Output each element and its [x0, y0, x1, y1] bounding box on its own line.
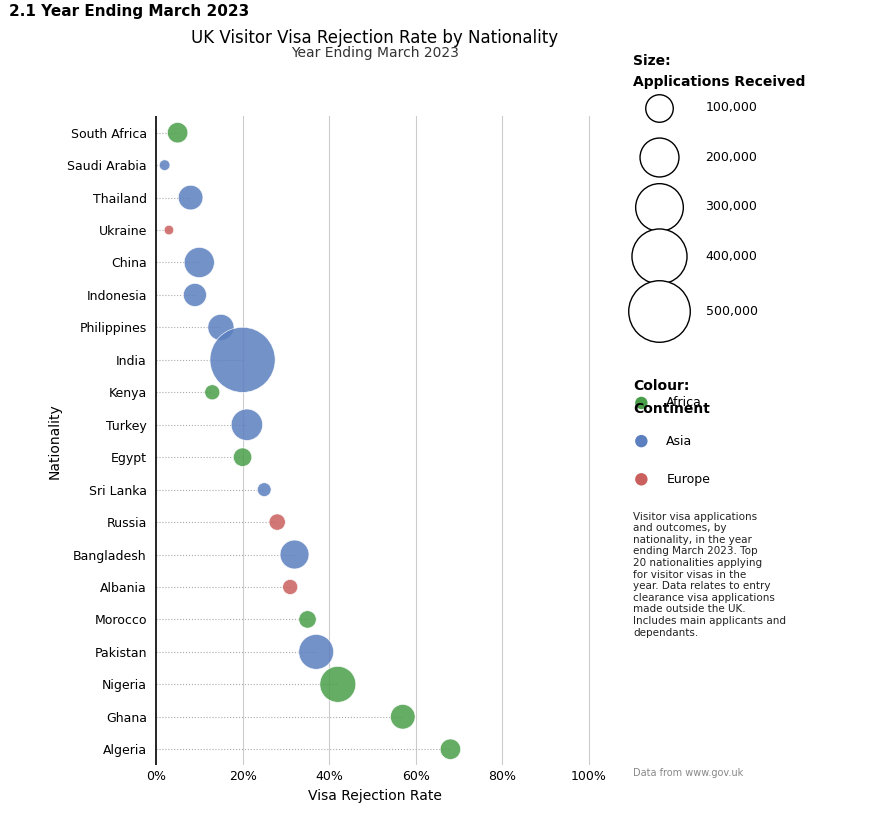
Point: [170, 126, 185, 139]
Point: [634, 396, 648, 409]
Point: [652, 102, 666, 115]
Point: [309, 646, 323, 659]
Text: Asia: Asia: [666, 434, 692, 448]
Point: [158, 158, 172, 171]
Point: [396, 710, 410, 723]
Point: [214, 320, 228, 334]
Point: [192, 255, 206, 269]
Point: [301, 612, 315, 626]
Text: 2.1 Year Ending March 2023: 2.1 Year Ending March 2023: [9, 4, 249, 19]
Text: Size:: Size:: [633, 54, 671, 68]
Text: Colour:: Colour:: [633, 379, 690, 393]
Point: [287, 547, 301, 561]
Point: [188, 288, 202, 301]
Point: [652, 200, 666, 213]
Point: [652, 250, 666, 263]
Text: Continent: Continent: [633, 402, 710, 416]
Text: Visitor visa applications
and outcomes, by
nationality, in the year
ending March: Visitor visa applications and outcomes, …: [633, 512, 787, 637]
Point: [331, 677, 345, 691]
Text: 400,000: 400,000: [706, 250, 757, 263]
Point: [634, 473, 648, 486]
Text: Year Ending March 2023: Year Ending March 2023: [291, 46, 458, 60]
Point: [161, 223, 176, 236]
Text: Europe: Europe: [666, 473, 710, 486]
Point: [283, 580, 297, 593]
Text: Applications Received: Applications Received: [633, 75, 805, 89]
Point: [235, 353, 250, 366]
Point: [634, 434, 648, 448]
Point: [652, 151, 666, 164]
X-axis label: Visa Rejection Rate: Visa Rejection Rate: [308, 789, 442, 803]
Text: 500,000: 500,000: [706, 305, 757, 318]
Text: Africa: Africa: [666, 396, 702, 409]
Text: 300,000: 300,000: [706, 201, 757, 213]
Y-axis label: Nationality: Nationality: [47, 403, 62, 479]
Point: [443, 743, 458, 755]
Text: UK Visitor Visa Rejection Rate by Nationality: UK Visitor Visa Rejection Rate by Nation…: [191, 29, 558, 47]
Point: [257, 483, 271, 496]
Point: [270, 515, 285, 529]
Point: [240, 418, 254, 431]
Text: 200,000: 200,000: [706, 151, 757, 164]
Point: [652, 305, 666, 318]
Point: [184, 191, 198, 204]
Point: [235, 450, 250, 463]
Text: Data from www.gov.uk: Data from www.gov.uk: [633, 768, 744, 778]
Text: 100,000: 100,000: [706, 102, 757, 114]
Point: [205, 385, 219, 399]
